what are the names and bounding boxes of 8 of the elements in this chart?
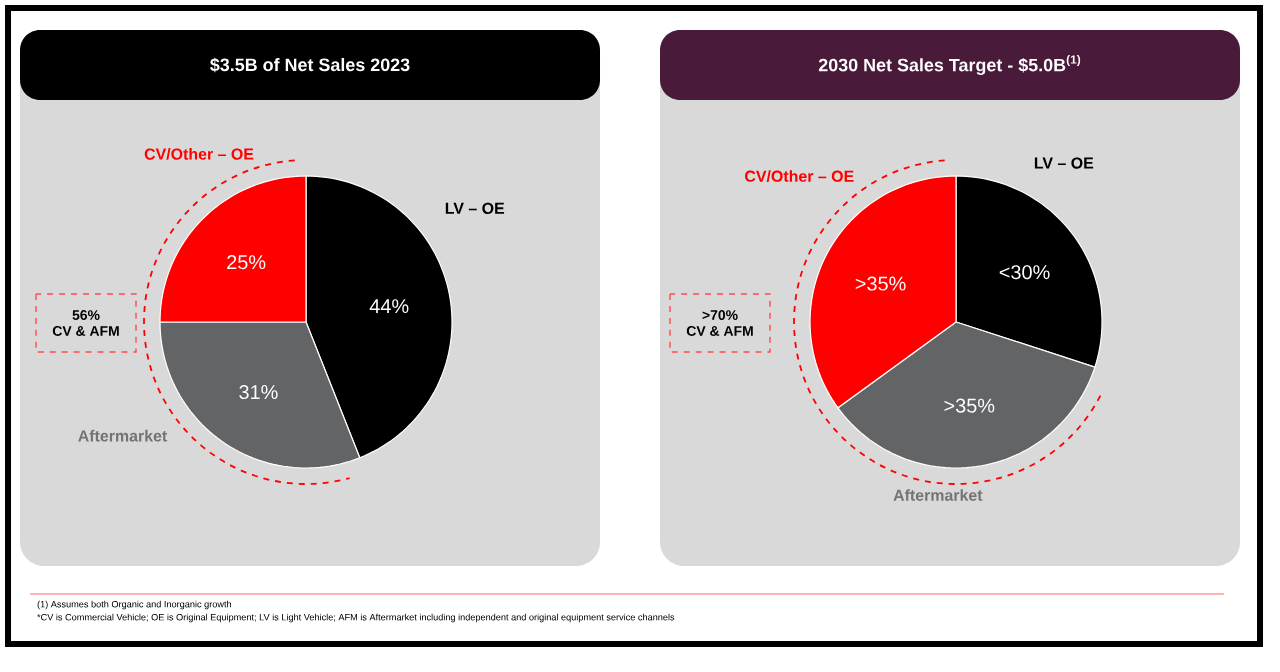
chart-title: 2030 Net Sales Target - $5.0B$^{(1)}$	[818, 54, 1081, 76]
data-label: 44%	[369, 299, 409, 314]
data-label: 25%	[227, 255, 266, 270]
chart-title: $3.5B of Net Sales 2023	[210, 57, 410, 73]
data-label: >35%	[944, 398, 995, 413]
data-label: >35%	[855, 276, 906, 291]
data-label: 31%	[239, 384, 278, 400]
data-label: <30%	[999, 265, 1050, 280]
